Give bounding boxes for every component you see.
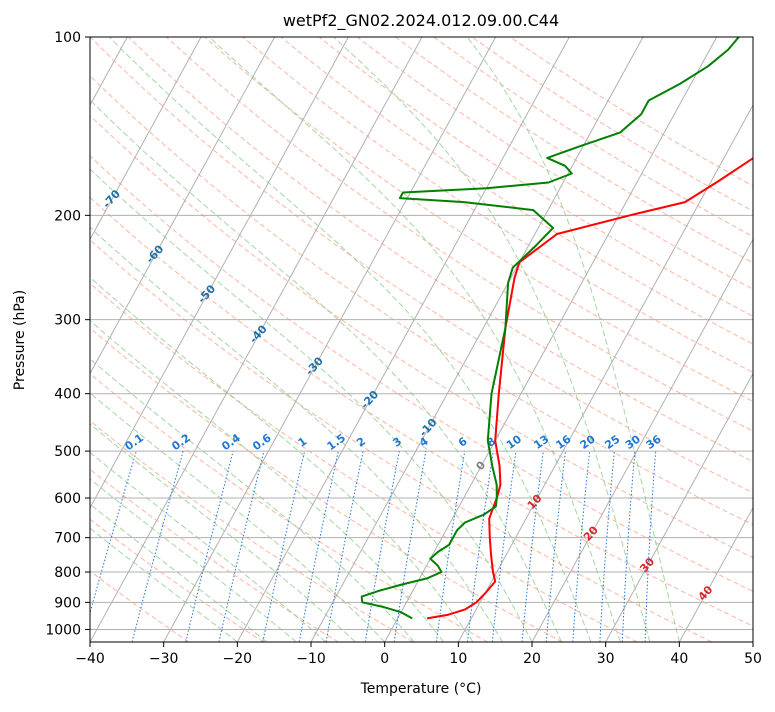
chart-title: wetPf2_GN02.2024.012.09.00.C44: [283, 11, 559, 31]
isotherm-label: -20: [358, 388, 381, 412]
mixing-ratio-line: [468, 451, 494, 642]
isotherm-label: 40: [696, 583, 716, 603]
mixing-ratio-lines: [82, 451, 656, 642]
x-tick-label: −40: [75, 651, 105, 667]
isotherm-label: 0: [473, 458, 488, 473]
mixing-ratio-label: 0.2: [169, 431, 192, 453]
x-tick-label: 50: [744, 651, 762, 667]
moist-adiabat-line: [0, 37, 532, 642]
isotherm-line: [0, 37, 275, 642]
dry-adiabat-line: [510, 37, 775, 642]
moist-adiabats: [0, 37, 679, 642]
mixing-ratio-label: 25: [602, 433, 622, 452]
isotherm-line: [532, 37, 775, 642]
isotherm-line: [164, 37, 496, 642]
y-tick-label: 500: [54, 444, 81, 460]
mixing-ratio-line: [522, 451, 543, 642]
dry-adiabat-line: [0, 37, 775, 642]
x-tick-label: −30: [149, 651, 179, 667]
isotherms: [0, 37, 775, 642]
isotherm-label: -30: [303, 354, 326, 378]
dry-adiabat-line: [395, 37, 775, 642]
dry-adiabats: [0, 37, 775, 642]
mixing-ratio-line: [546, 451, 565, 642]
plot-frame: [90, 37, 753, 642]
mixing-ratio-label: 10: [504, 432, 524, 452]
y-tick-label: 100: [54, 30, 81, 46]
isotherm-line: [679, 37, 775, 642]
moist-adiabat-line: [0, 209, 296, 642]
dry-adiabat-line: [0, 37, 264, 642]
y-tick-label: 600: [54, 491, 81, 507]
isotherm-line: [0, 37, 201, 642]
mixing-ratio-line: [186, 451, 233, 642]
moist-adiabat-line: [0, 73, 473, 642]
y-tick-label: 700: [54, 531, 81, 547]
dry-adiabat-line: [0, 37, 413, 642]
isotherm-label: -40: [247, 322, 270, 346]
x-tick-label: −20: [223, 651, 253, 667]
isotherm-label: -80: [56, 132, 79, 156]
plot-area: 0.10.20.40.611.52346810131620253036-100-…: [0, 37, 775, 642]
mixing-ratio-label: 16: [553, 432, 573, 452]
mixing-ratio-line: [622, 451, 635, 642]
dry-adiabat-line: [0, 37, 637, 642]
x-tick-label: 10: [449, 651, 467, 667]
isotherm-line: [311, 37, 643, 642]
x-tick-label: 0: [380, 651, 389, 667]
x-axis-label: Temperature (°C): [360, 681, 482, 697]
mixing-ratio-label: 2: [354, 435, 368, 450]
x-tick-label: 30: [597, 651, 615, 667]
dry-adiabat-line: [0, 37, 562, 642]
y-tick-label: 900: [54, 595, 81, 611]
x-axis-ticks: −40 −30 −20 −10 0 10 20 30 40 50: [75, 642, 762, 667]
x-tick-label: 20: [523, 651, 541, 667]
isotherm-label: 20: [581, 523, 601, 543]
dry-adiabat-line: [14, 37, 775, 642]
dry-adiabat-line: [281, 37, 775, 642]
isotherm-line: [458, 37, 775, 642]
y-tick-label: 400: [54, 387, 81, 403]
y-tick-label: 800: [54, 565, 81, 581]
isotherm-line: [385, 37, 717, 642]
moist-adiabat-line: [0, 105, 444, 643]
y-axis-ticks: 100 200 300 400 500 600 700 800 900 1000: [45, 30, 90, 638]
y-tick-label: 1000: [45, 622, 81, 638]
mixing-ratio-label: 0.6: [250, 431, 274, 453]
dry-adiabat-line: [0, 37, 189, 642]
x-tick-label: −10: [296, 651, 326, 667]
pressure-gridlines: [90, 37, 753, 629]
dewpoint-profile-line: [362, 37, 739, 618]
mixing-ratio-label: 20: [578, 432, 598, 452]
isotherm-line: [753, 37, 775, 642]
moist-adiabat-line: [0, 222, 267, 642]
mixing-ratio-label: 36: [644, 432, 664, 452]
mixing-ratio-label: 6: [456, 435, 470, 450]
isotherm-label: -60: [143, 242, 166, 266]
moist-adiabat-line: [209, 37, 620, 642]
moist-adiabat-line: [30, 37, 561, 642]
mixing-ratio-line: [219, 451, 264, 642]
dry-adiabat-line: [243, 37, 775, 642]
isotherm-label: -70: [100, 187, 123, 211]
y-axis-label: Pressure (hPa): [12, 290, 28, 390]
mixing-ratio-label: 0.4: [219, 431, 243, 453]
dry-adiabat-line: [0, 37, 775, 642]
mixing-ratio-label: 1: [296, 435, 310, 450]
y-tick-label: 300: [54, 313, 81, 329]
dry-adiabat-line: [357, 37, 775, 642]
isotherm-label: -90: [7, 88, 30, 112]
mixing-ratio-label: 30: [623, 432, 643, 452]
isotherm-line: [606, 37, 775, 642]
dry-adiabat-line: [0, 37, 488, 642]
x-tick-label: 40: [670, 651, 688, 667]
moist-adiabat-line: [0, 166, 355, 642]
dry-adiabat-line: [319, 37, 775, 642]
mixing-ratio-label: 1.5: [325, 431, 348, 453]
moist-adiabat-line: [467, 37, 679, 642]
y-tick-label: 200: [54, 208, 81, 224]
mixing-ratio-line: [573, 451, 590, 642]
